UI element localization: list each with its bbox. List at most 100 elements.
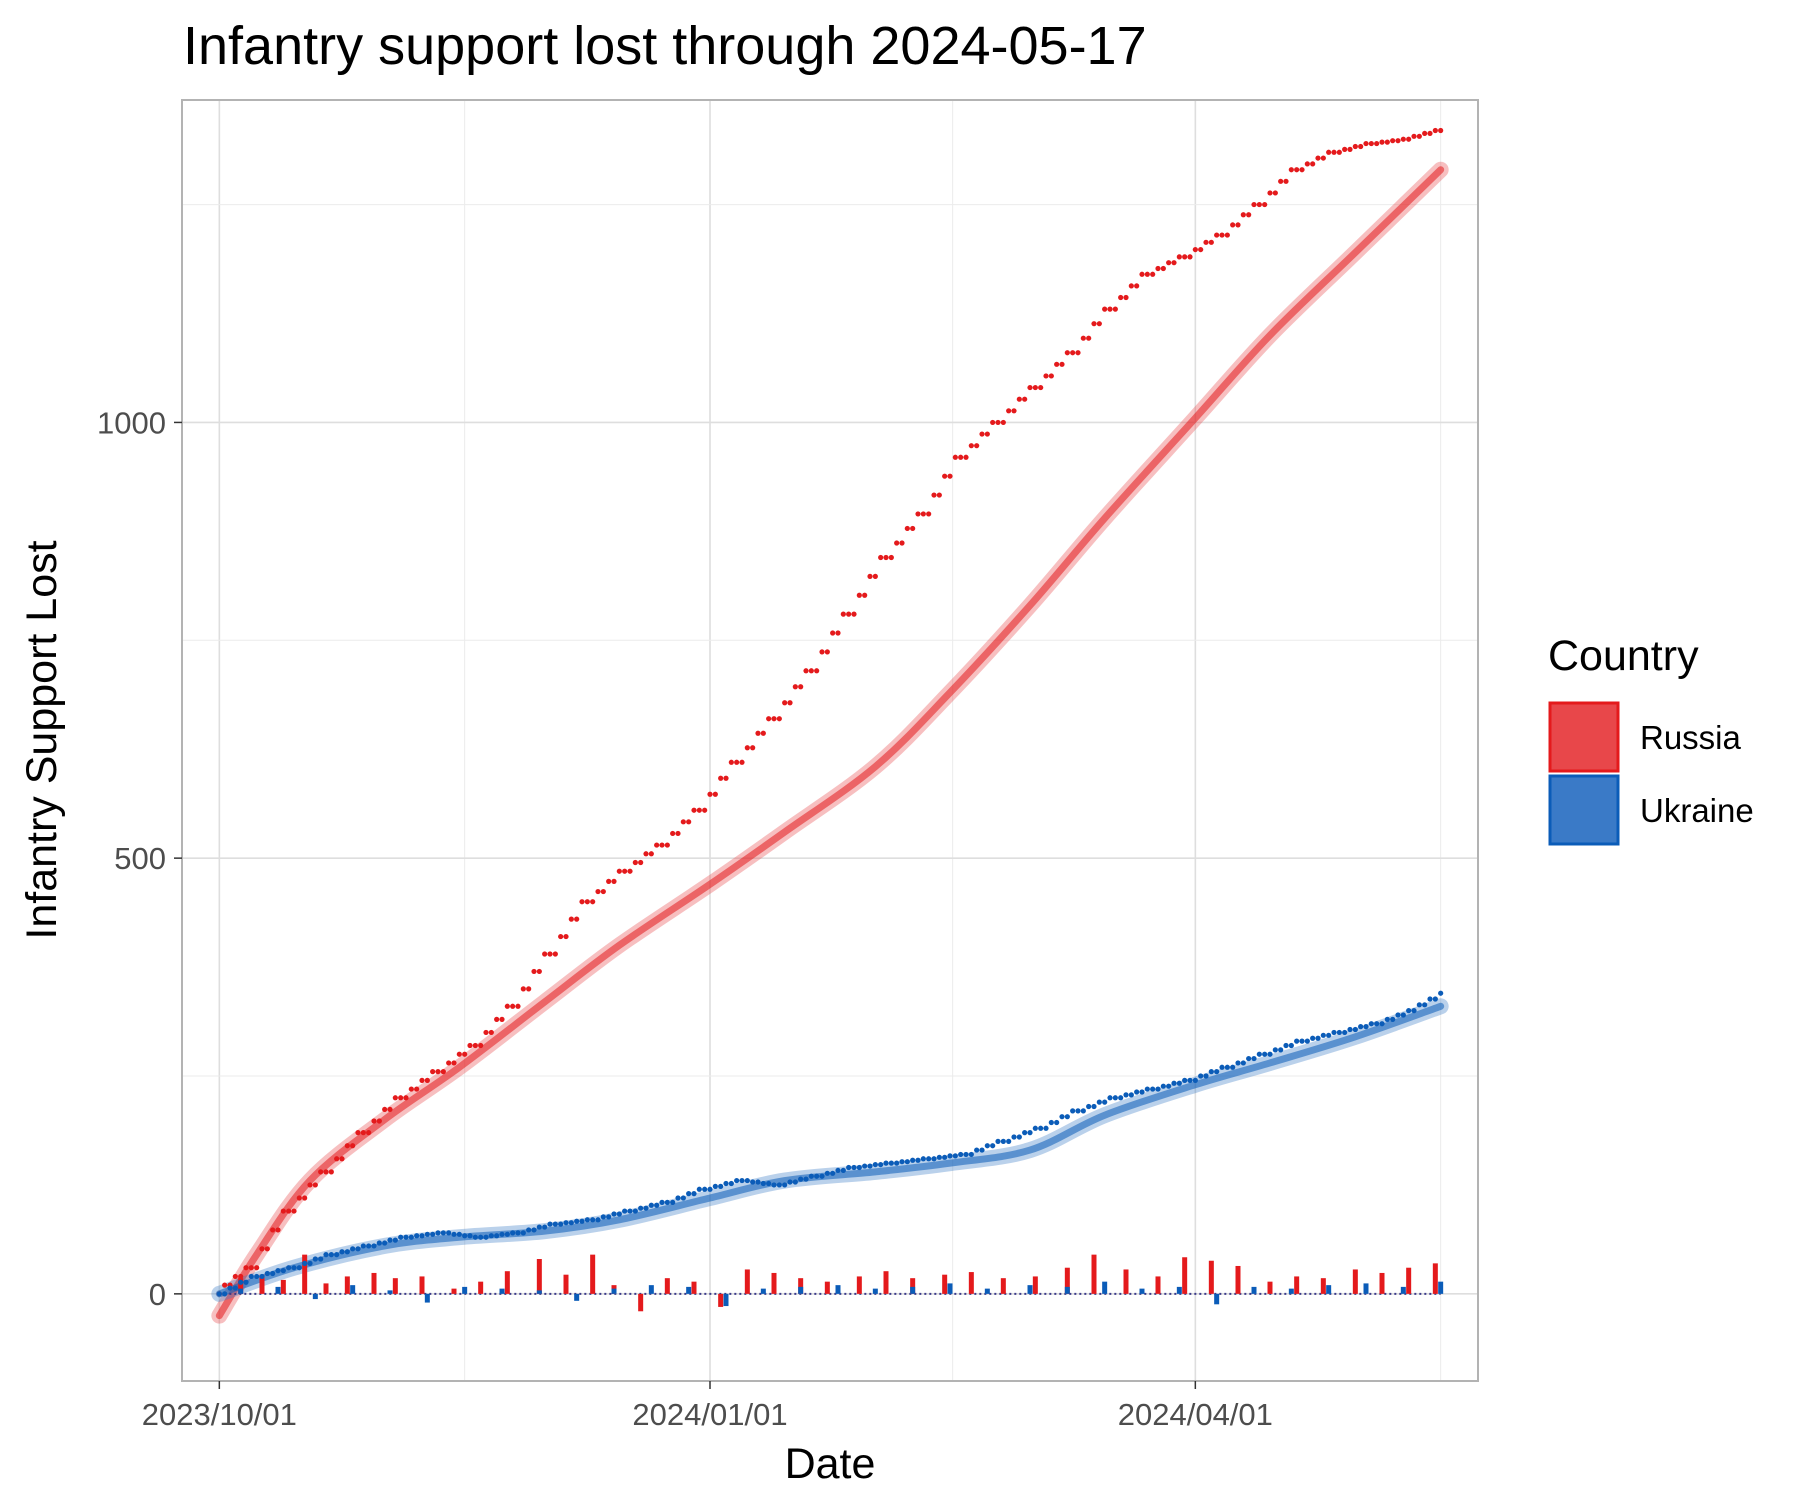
ukraine-cumulative-point <box>451 1231 457 1237</box>
russia-daily-bar <box>478 1281 484 1294</box>
legend-key-russia <box>1548 701 1620 773</box>
russia-cumulative-point <box>723 775 729 781</box>
russia-cumulative-point <box>403 1095 409 1101</box>
russia-cumulative-point <box>952 454 958 460</box>
russia-cumulative-point <box>1011 408 1017 414</box>
ukraine-cumulative-point <box>499 1231 505 1237</box>
russia-daily-bar <box>1235 1265 1241 1294</box>
ukraine-cumulative-point <box>291 1265 297 1271</box>
ukraine-cumulative-point <box>542 1224 548 1230</box>
legend-key-ukraine <box>1548 774 1620 846</box>
ukraine-cumulative-point <box>878 1161 884 1168</box>
russia-cumulative-point <box>1006 408 1012 414</box>
ukraine-daily-bar <box>947 1283 953 1294</box>
ukraine-cumulative-point <box>1230 1064 1236 1070</box>
russia-cumulative-point <box>1384 139 1390 145</box>
russia-cumulative-point <box>776 716 782 722</box>
ukraine-cumulative-point <box>824 1170 830 1176</box>
ukraine-cumulative-point <box>254 1273 260 1280</box>
ukraine-daily-bar <box>1102 1281 1108 1294</box>
russia-cumulative-point <box>942 473 948 479</box>
russia-cumulative-point <box>632 859 638 866</box>
russia-cumulative-point <box>387 1106 393 1113</box>
ukraine-cumulative-point <box>366 1243 372 1249</box>
russia-cumulative-point <box>1358 143 1364 150</box>
russia-cumulative-point <box>1187 254 1193 260</box>
russia-daily-bar <box>259 1274 265 1294</box>
russia-cumulative-point <box>824 649 830 655</box>
russia-cumulative-point <box>254 1265 260 1271</box>
ukraine-daily-bar <box>798 1286 804 1294</box>
ukraine-cumulative-point <box>968 1151 974 1158</box>
ukraine-cumulative-point <box>1150 1086 1156 1092</box>
russia-cumulative-point <box>1166 260 1172 266</box>
russia-cumulative-point <box>440 1069 446 1075</box>
legend: Country Russia Ukraine <box>1548 632 1754 846</box>
ukraine-cumulative-point <box>1411 1008 1417 1014</box>
russia-cumulative-point <box>1240 212 1246 218</box>
ukraine-cumulative-point <box>1379 1021 1385 1027</box>
ukraine-cumulative-point <box>350 1246 356 1252</box>
russia-cumulative-point <box>270 1227 276 1233</box>
ukraine-daily-bar <box>723 1293 729 1307</box>
ukraine-cumulative-point <box>264 1270 270 1277</box>
ukraine-cumulative-point <box>739 1177 745 1184</box>
ukraine-daily-bar <box>910 1286 916 1294</box>
russia-cumulative-point <box>286 1208 292 1214</box>
russia-cumulative-point <box>1091 321 1097 327</box>
ukraine-cumulative-point <box>904 1159 910 1165</box>
ukraine-daily-bar <box>238 1288 244 1294</box>
ukraine-cumulative-point <box>984 1143 990 1149</box>
russia-cumulative-point <box>958 454 964 460</box>
ukraine-cumulative-point <box>947 1153 953 1159</box>
russia-cumulative-point <box>1139 271 1145 277</box>
russia-daily-bar <box>302 1254 308 1294</box>
ukraine-cumulative-point <box>670 1199 676 1205</box>
russia-cumulative-point <box>888 554 894 561</box>
ukraine-cumulative-point <box>696 1186 702 1192</box>
ukraine-cumulative-point <box>307 1260 313 1266</box>
ukraine-cumulative-point <box>680 1195 686 1201</box>
ukraine-cumulative-point <box>531 1227 537 1233</box>
russia-cumulative-point <box>542 951 548 957</box>
ukraine-cumulative-point <box>1235 1060 1241 1066</box>
russia-cumulative-point <box>366 1130 372 1136</box>
plot-panel-border <box>181 99 1479 1382</box>
ukraine-cumulative-point <box>648 1202 654 1208</box>
russia-cumulative-point <box>1272 190 1278 196</box>
russia-cumulative-point <box>312 1182 318 1188</box>
ukraine-cumulative-point <box>926 1156 932 1162</box>
ukraine-cumulative-point <box>494 1233 500 1239</box>
russia-cumulative-point <box>424 1077 430 1083</box>
ukraine-cumulative-point <box>643 1205 649 1211</box>
russia-cumulative-point <box>483 1029 489 1036</box>
ukraine-cumulative-point <box>382 1240 388 1246</box>
russia-cumulative-point <box>1192 246 1198 253</box>
ukraine-daily-bar <box>835 1285 841 1294</box>
ukraine-cumulative-point <box>1176 1080 1182 1086</box>
ukraine-cumulative-point <box>638 1205 644 1211</box>
ukraine-cumulative-point <box>856 1164 862 1171</box>
russia-cumulative-point <box>995 419 1001 426</box>
ukraine-cumulative-point <box>1102 1099 1108 1105</box>
russia-cumulative-point <box>1390 138 1396 144</box>
russia-cumulative-point <box>1155 265 1161 272</box>
russia-cumulative-point <box>771 716 777 722</box>
ukraine-daily-bar <box>686 1286 692 1294</box>
russia-cumulative-point <box>664 842 670 848</box>
russia-cumulative-point <box>446 1060 452 1066</box>
ukraine-cumulative-point <box>611 1211 617 1217</box>
ukraine-daily-bar <box>387 1290 393 1294</box>
ukraine-cumulative-point <box>734 1177 740 1184</box>
russia-cumulative-point <box>376 1118 382 1124</box>
russia-cumulative-point <box>814 668 820 674</box>
russia-cumulative-point <box>616 868 622 874</box>
ukraine-cumulative-point <box>1006 1138 1012 1144</box>
ukraine-cumulative-point <box>1032 1125 1038 1131</box>
russia-daily-bar <box>344 1276 350 1294</box>
russia-cumulative-point <box>846 611 852 617</box>
ukraine-cumulative-point <box>547 1221 553 1227</box>
ukraine-cumulative-point <box>958 1151 964 1158</box>
russia-cumulative-point <box>691 807 697 813</box>
russia-cumulative-point <box>355 1130 361 1136</box>
